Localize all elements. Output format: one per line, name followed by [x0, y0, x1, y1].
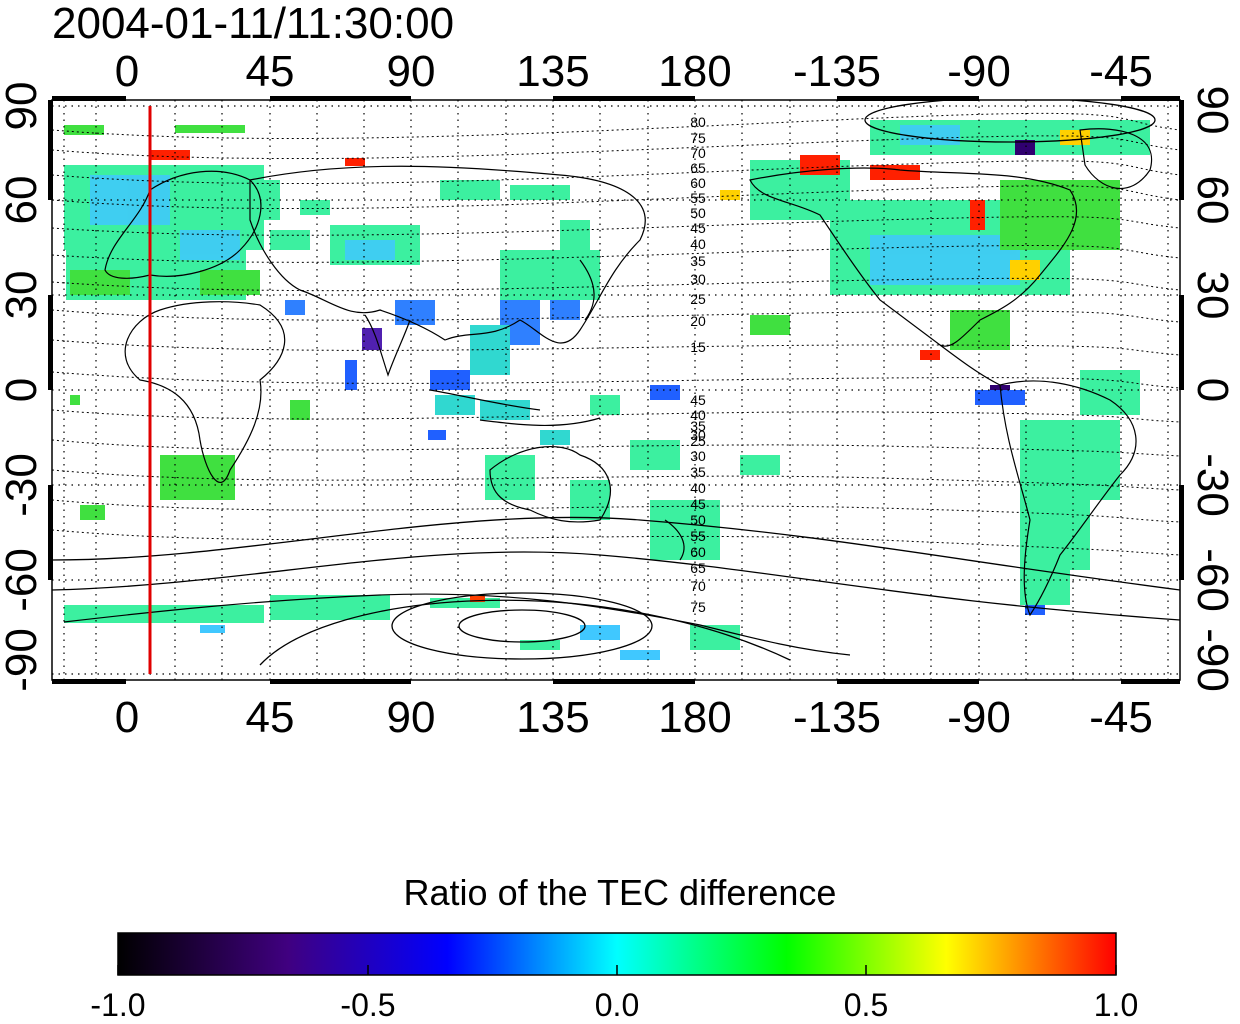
contour-label: 30	[690, 427, 706, 443]
bottom-lon-tick: 45	[246, 693, 295, 742]
colorbar-tick-label: 0.0	[595, 987, 639, 1023]
contour-label: 20	[690, 313, 706, 329]
contour-label: 60	[690, 175, 706, 191]
top-lon-tick: 180	[658, 47, 731, 96]
magnetic-contours-north	[52, 112, 1180, 389]
colorbar-tick-label: 1.0	[1094, 987, 1138, 1023]
right-lat-tick: 30	[1188, 271, 1237, 320]
colorbar-tick-label: -0.5	[340, 987, 395, 1023]
contour-label: 65	[690, 560, 706, 576]
contour-label: 40	[690, 407, 706, 423]
magnetic-contours-south	[52, 409, 1180, 556]
bottom-lon-tick: 180	[658, 693, 731, 742]
bottom-lon-tick: 0	[115, 693, 139, 742]
contour-label: 70	[690, 578, 706, 594]
contour-label: 50	[690, 512, 706, 528]
contour-label: 60	[690, 544, 706, 560]
bottom-lon-tick: 135	[516, 693, 589, 742]
right-lat-tick: 60	[1188, 176, 1237, 225]
magnetic-contours-polar-south	[52, 100, 1180, 666]
left-lat-tick: 90	[0, 82, 46, 131]
left-lat-tick: -90	[0, 628, 46, 692]
colorbar-tick-label: -1.0	[90, 987, 145, 1023]
top-lon-tick: -90	[947, 47, 1011, 96]
top-lon-tick: 135	[516, 47, 589, 96]
top-lon-tick: 90	[387, 47, 436, 96]
map-timestamp-title: 2004-01-11/11:30:00	[52, 0, 455, 48]
left-lat-tick: -60	[0, 548, 46, 612]
right-lat-tick: -30	[1188, 453, 1237, 517]
contour-label: 35	[690, 464, 706, 480]
contour-label: 50	[690, 205, 706, 221]
contour-label: 25	[690, 291, 706, 307]
right-lat-tick: 90	[1188, 86, 1237, 135]
colorbar-title: Ratio of the TEC difference	[403, 872, 837, 913]
colorbar-tick-label: 0.5	[844, 987, 888, 1023]
left-lat-tick: 30	[0, 271, 46, 320]
contour-label: 35	[690, 418, 706, 434]
bottom-lon-tick: 90	[387, 693, 436, 742]
colorbar-ticks	[117, 965, 1117, 975]
left-lat-tick: -30	[0, 453, 46, 517]
contour-label: 25	[690, 433, 706, 449]
bottom-lon-tick: -90	[947, 693, 1011, 742]
top-lon-tick: 45	[246, 47, 295, 96]
contour-label: 80	[690, 114, 706, 130]
contour-label: 45	[690, 220, 706, 236]
top-lon-tick: -45	[1089, 47, 1153, 96]
contour-label: 75	[690, 599, 706, 615]
contour-label: 45	[690, 496, 706, 512]
bottom-lon-tick: -135	[793, 693, 881, 742]
contour-label: 40	[690, 480, 706, 496]
left-lat-tick: 60	[0, 176, 46, 225]
contour-label: 70	[690, 145, 706, 161]
contour-label: 45	[690, 392, 706, 408]
contour-label: 55	[690, 190, 706, 206]
right-lat-tick: -90	[1188, 628, 1237, 692]
contour-label: 55	[690, 528, 706, 544]
map-border-bars	[48, 96, 1184, 684]
contour-label: 35	[690, 253, 706, 269]
right-lat-tick: -60	[1188, 548, 1237, 612]
contour-label: 65	[690, 160, 706, 176]
contour-label: 40	[690, 236, 706, 252]
right-lat-tick: 0	[1188, 378, 1237, 402]
left-lat-tick: 0	[0, 378, 46, 402]
top-lon-tick: -135	[793, 47, 881, 96]
contour-label: 15	[690, 339, 706, 355]
contour-label: 75	[690, 130, 706, 146]
contour-label: 30	[690, 271, 706, 287]
contour-label: 30	[690, 448, 706, 464]
top-lon-tick: 0	[115, 47, 139, 96]
bottom-lon-tick: -45	[1089, 693, 1153, 742]
